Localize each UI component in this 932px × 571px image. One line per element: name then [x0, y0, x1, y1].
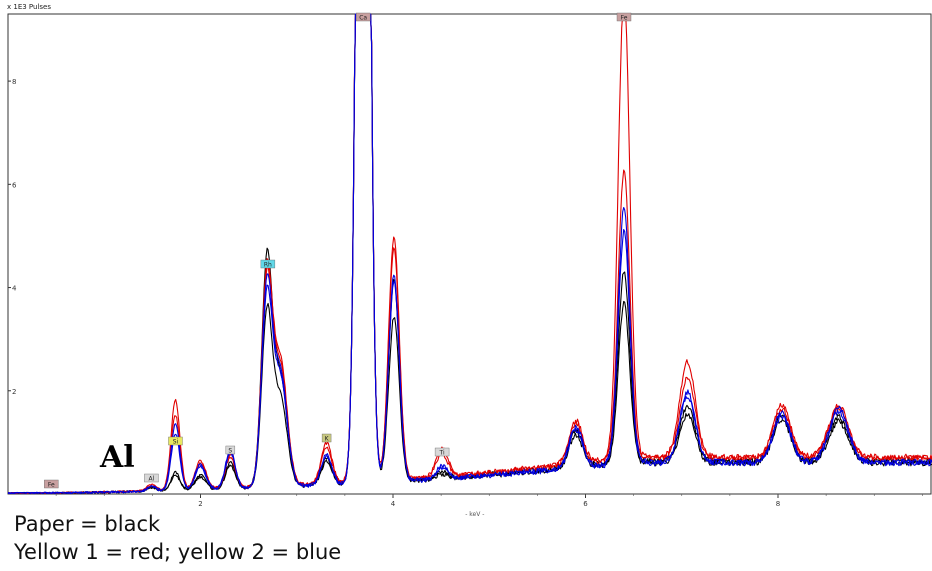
- y-axis-label: x 1E3 Pulses: [7, 3, 52, 11]
- svg-text:Ti: Ti: [439, 450, 445, 457]
- peak-label-fe-8: Fe: [616, 12, 632, 22]
- caption-yellow: Yellow 1 = red; yellow 2 = blue: [14, 540, 342, 564]
- svg-text:Rh: Rh: [264, 262, 272, 269]
- peak-label-ca-6: Ca: [355, 12, 371, 22]
- y-tick-label-8: 8: [12, 78, 16, 86]
- al-annotation: Al: [100, 440, 135, 475]
- peak-label-k-5: K: [321, 433, 332, 443]
- svg-text:Al: Al: [149, 476, 155, 483]
- peak-label-s-3: S: [225, 445, 236, 455]
- spectrum-series-2: [7, 13, 932, 495]
- peak-label-rh-4: Rh: [260, 259, 276, 269]
- peak-label-si-2: Si: [168, 436, 183, 446]
- x-tick-label-8: 8: [776, 500, 780, 508]
- x-tick-label-2: 2: [198, 500, 202, 508]
- peak-label-al-1: Al: [144, 473, 159, 483]
- peak-label-ti-7: Ti: [434, 447, 450, 457]
- spectrum-series-6: [7, 13, 932, 495]
- spectrum-series-4: [7, 13, 932, 495]
- svg-text:S: S: [228, 448, 232, 455]
- svg-text:Fe: Fe: [48, 482, 55, 489]
- x-axis-label: - keV -: [465, 511, 484, 518]
- svg-text:Si: Si: [173, 439, 179, 446]
- caption-paper: Paper = black: [14, 512, 161, 536]
- y-tick-label-4: 4: [12, 285, 17, 293]
- y-tick-label-6: 6: [12, 181, 17, 189]
- svg-text:Fe: Fe: [621, 15, 628, 22]
- svg-text:Ca: Ca: [359, 15, 367, 22]
- y-tick-label-2: 2: [12, 388, 16, 396]
- peak-label-fe-0: Fe: [44, 479, 59, 489]
- svg-text:K: K: [325, 436, 330, 443]
- plot-frame: [7, 13, 932, 495]
- spectrum-series-5: [7, 13, 932, 495]
- x-tick-label-4: 4: [391, 500, 396, 508]
- spectrum-series-3: [7, 13, 932, 495]
- x-tick-label-6: 6: [583, 500, 588, 508]
- spectrum-series-1: [7, 13, 932, 495]
